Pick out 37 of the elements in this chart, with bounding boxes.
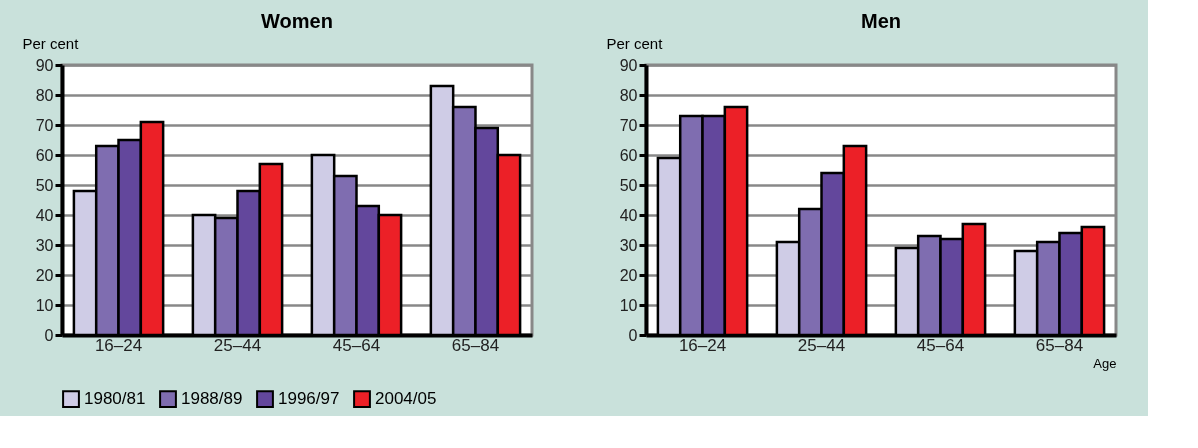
y-tick-label: 50	[35, 176, 54, 194]
y-tick-label: 40	[35, 206, 54, 224]
y-tick-label: 80	[35, 86, 54, 104]
y-tick-label: 70	[35, 116, 54, 134]
y-tick-label: 90	[35, 56, 54, 74]
y-tick-label: 60	[35, 146, 54, 164]
y-tick-label: 0	[628, 326, 638, 344]
y-tick-label: 50	[619, 176, 638, 194]
legend-label: 1988/89	[181, 389, 243, 409]
y-tick-label: 20	[619, 266, 638, 284]
x-tick-label: 16–24	[678, 335, 727, 355]
y-tick-label: 40	[619, 206, 638, 224]
x-tick-label: 65–84	[1035, 335, 1084, 355]
x-tick-label: 25–44	[213, 335, 262, 355]
y-tick-label: 60	[619, 146, 638, 164]
y-tick-label: 30	[35, 236, 54, 254]
legend-label: 1980/81	[84, 389, 146, 409]
y-axis-title: Per cent	[22, 34, 80, 52]
y-tick-label: 0	[44, 326, 54, 344]
y-tick-label: 10	[35, 296, 54, 314]
legend-label: 1996/97	[278, 389, 340, 409]
x-axis-title: Age	[1093, 355, 1117, 371]
chart-title: Women	[261, 10, 333, 32]
x-tick-label: 65–84	[451, 335, 500, 355]
y-tick-label: 90	[619, 56, 638, 74]
x-tick-label: 16–24	[94, 335, 143, 355]
x-tick-label: 25–44	[797, 335, 846, 355]
y-tick-label: 80	[619, 86, 638, 104]
y-tick-label: 30	[619, 236, 638, 254]
y-tick-label: 10	[619, 296, 638, 314]
x-tick-label: 45–64	[332, 335, 381, 355]
y-axis-title: Per cent	[606, 34, 664, 52]
y-tick-label: 70	[619, 116, 638, 134]
x-tick-label: 45–64	[916, 335, 965, 355]
legend-label: 2004/05	[375, 389, 437, 409]
y-tick-label: 20	[35, 266, 54, 284]
chart-title: Men	[861, 10, 901, 32]
